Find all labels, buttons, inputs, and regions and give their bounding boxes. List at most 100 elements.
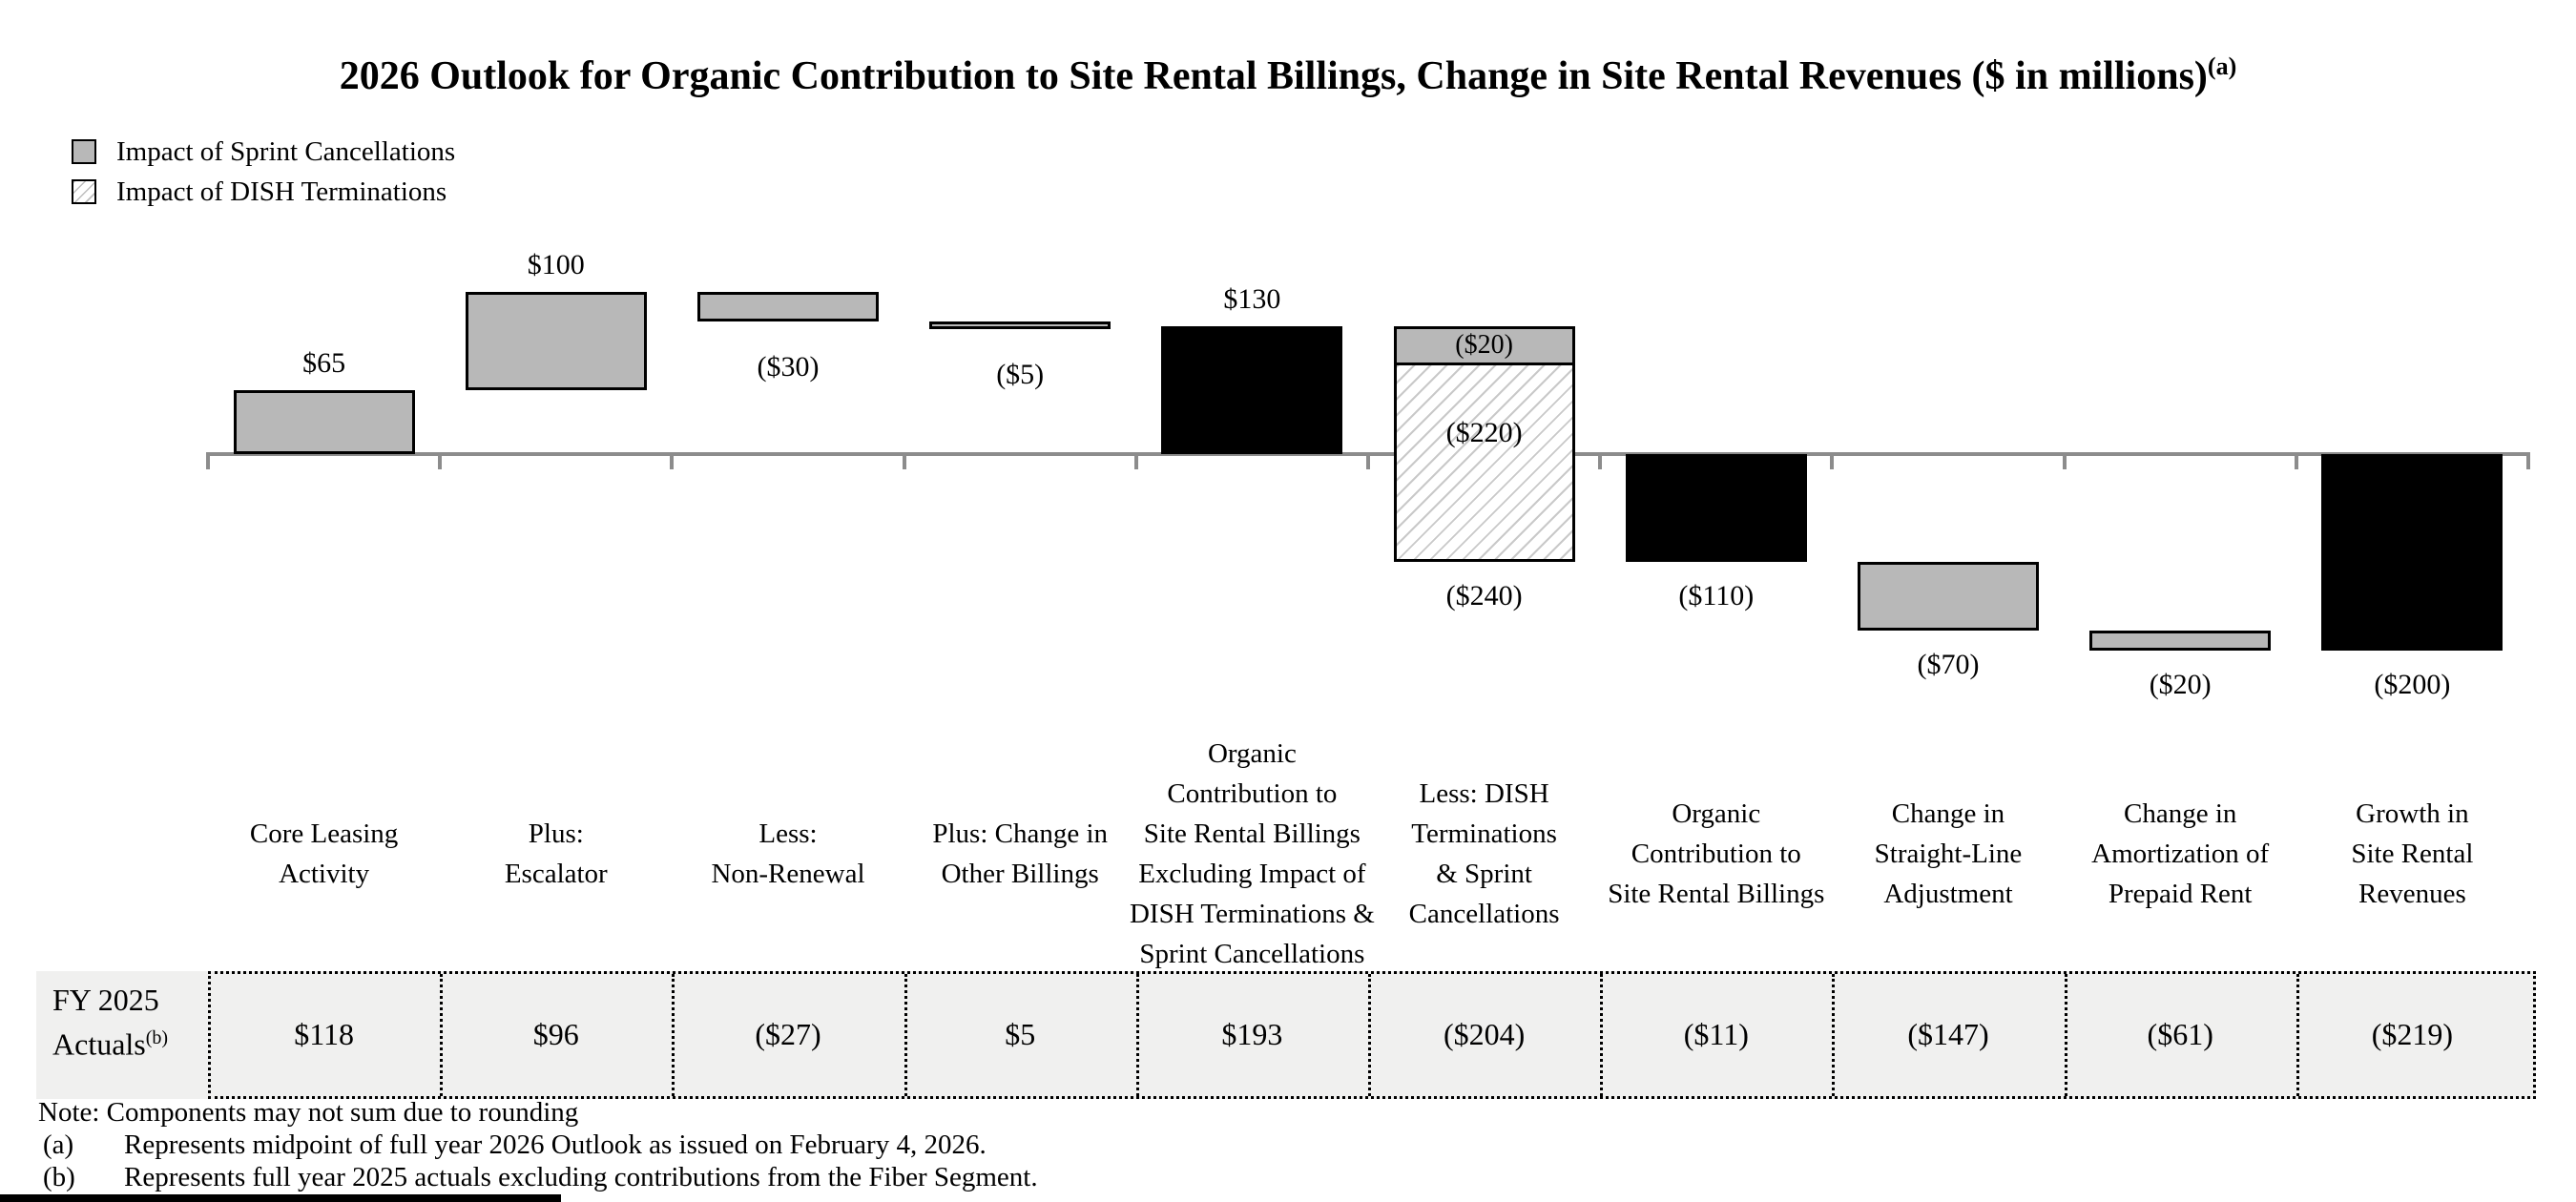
category-label-line: Site Rental Billings <box>1143 819 1361 849</box>
fy2025-actuals-table-border <box>208 971 2536 1099</box>
bar-4 <box>929 321 1111 329</box>
bar-3 <box>697 292 879 321</box>
category-label-line: Growth in <box>2356 798 2469 829</box>
rounding-note: Note: Components may not sum due to roun… <box>38 1097 579 1128</box>
fy2025-cell-separator <box>1832 974 1836 1096</box>
category-label-line: Less: DISH <box>1419 778 1549 809</box>
fy2025-row-header: FY 2025 Actuals(b) <box>52 981 168 1064</box>
category-label: Plus: Change in Other Billings <box>885 735 1155 973</box>
bar-10 <box>2321 454 2503 651</box>
category-label: Less: DISH Terminations & Sprint Cancellati… <box>1349 735 1619 973</box>
fy2025-row-header-line2: Actuals(b) <box>52 1026 169 1062</box>
footnote-a-marker: (a) <box>43 1129 74 1160</box>
bar-7 <box>1625 454 1807 563</box>
bar-9 <box>2089 631 2272 651</box>
category-label-line: Contribution to <box>1631 839 1801 869</box>
x-axis-tick <box>2294 452 2298 469</box>
fy2025-cell-separator <box>2296 974 2299 1096</box>
legend-label-dish: Impact of DISH Terminations <box>116 176 447 207</box>
bar-value-label: ($200) <box>2374 669 2451 700</box>
page-footer-bar <box>0 1194 561 1202</box>
fy2025-cell-separator <box>1135 974 1139 1096</box>
bar-1 <box>233 390 415 454</box>
fy2025-cell: ($27) <box>755 1017 821 1051</box>
x-axis-tick <box>902 452 906 469</box>
bar-value-label: $65 <box>302 347 346 380</box>
fy2025-actuals-strip <box>36 971 2536 1099</box>
fy2025-cell: $118 <box>294 1017 354 1051</box>
fy2025-cell: ($11) <box>1683 1017 1749 1051</box>
category-label-line: Change in <box>2123 798 2237 829</box>
legend-label-sprint: Impact of Sprint Cancellations <box>116 136 456 167</box>
x-axis-tick <box>438 452 443 469</box>
x-axis-tick <box>2526 452 2530 469</box>
bar-value-label: $100 <box>527 249 585 281</box>
footnote-a-text: Represents midpoint of full year 2026 Ou… <box>124 1129 987 1160</box>
fy2025-cell: ($219) <box>2371 1017 2454 1051</box>
fy2025-cell: $193 <box>1221 1017 1283 1051</box>
fy2025-cell: ($61) <box>2147 1017 2213 1051</box>
bar-value-label: ($110) <box>1678 580 1755 612</box>
category-label-line: Escalator <box>504 859 608 889</box>
category-label-line: DISH Terminations & <box>1129 899 1375 929</box>
page-title: 2026 Outlook for Organic Contribution to… <box>0 52 2576 99</box>
category-label: Growth in Site Rental Revenues <box>2277 735 2547 973</box>
bar-6: ($20) <box>1393 326 1575 563</box>
category-label-line: Revenues <box>2358 879 2466 909</box>
category-label-line: Other Billings <box>941 859 1099 889</box>
category-label-line: Site Rental <box>2351 839 2474 869</box>
fy2025-cell-separator <box>440 974 444 1096</box>
fy2025-cell-separator <box>904 974 907 1096</box>
x-axis-tick <box>206 452 210 469</box>
footnote-b-marker: (b) <box>43 1162 75 1192</box>
footnote-b-text: Represents full year 2025 actuals exclud… <box>124 1162 1038 1192</box>
category-label: Change in Straight-Line Adjustment <box>1813 735 2083 973</box>
category-label-line: Change in <box>1891 798 2005 829</box>
page-title-text: 2026 Outlook for Organic Contribution to… <box>339 54 2208 98</box>
bar-8 <box>1858 562 2039 632</box>
category-label: Organic Contribution to Site Rental Billin… <box>1581 735 1851 973</box>
category-label: Core Leasing Activity <box>189 735 459 973</box>
x-axis-tick <box>1133 452 1138 469</box>
dish-segment-label: ($220) <box>1445 417 1523 448</box>
fy2025-row-header-line1: FY 2025 <box>52 983 159 1017</box>
x-axis-tick <box>2062 452 2067 469</box>
category-label-line: Activity <box>279 859 370 889</box>
fy2025-cell-separator <box>2064 974 2067 1096</box>
fy2025-footnote-superscript: (b) <box>145 1027 169 1048</box>
dish-segment <box>1396 365 1572 560</box>
category-label-line: Core Leasing <box>249 819 399 849</box>
sprint-swatch-icon <box>72 139 96 164</box>
fy2025-cell-separator <box>672 974 675 1096</box>
category-label: Change in Amortization of Prepaid Rent <box>2046 735 2316 973</box>
category-label-line: Non-Renewal <box>711 859 865 889</box>
fy2025-cell: ($147) <box>1907 1017 1989 1051</box>
title-footnote-superscript: (a) <box>2207 52 2237 80</box>
category-label: Less: Non-Renewal <box>653 735 923 973</box>
fy2025-cell: $5 <box>1005 1017 1036 1051</box>
category-label-line: Organic <box>1207 738 1297 769</box>
category-label-line: Sprint Cancellations <box>1139 939 1365 969</box>
category-label-line: Prepaid Rent <box>2108 879 2253 909</box>
x-axis-tick <box>1366 452 1370 469</box>
dish-swatch-icon <box>72 179 96 204</box>
x-axis-tick <box>1598 452 1603 469</box>
bar-value-label: ($70) <box>1917 649 1980 681</box>
bar-value-label: ($30) <box>757 350 820 383</box>
bar-value-label: ($5) <box>996 358 1045 390</box>
fy2025-cell: ($204) <box>1443 1017 1526 1051</box>
category-label-line: Site Rental Billings <box>1608 879 1825 909</box>
category-label-line: Adjustment <box>1883 879 2013 909</box>
category-label-line: Cancellations <box>1408 899 1560 929</box>
bar-value-label: ($240) <box>1445 580 1523 612</box>
fy2025-cell-separator <box>1600 974 1604 1096</box>
bar-5 <box>1161 326 1343 454</box>
x-axis-tick <box>670 452 675 469</box>
category-label: Organic Contribution to Site Rental Billin… <box>1117 735 1387 973</box>
fy2025-cell-separator <box>1368 974 1371 1096</box>
category-label-line: Organic <box>1672 798 1761 829</box>
x-axis-tick <box>1830 452 1835 469</box>
category-label-line: & Sprint <box>1436 859 1532 889</box>
